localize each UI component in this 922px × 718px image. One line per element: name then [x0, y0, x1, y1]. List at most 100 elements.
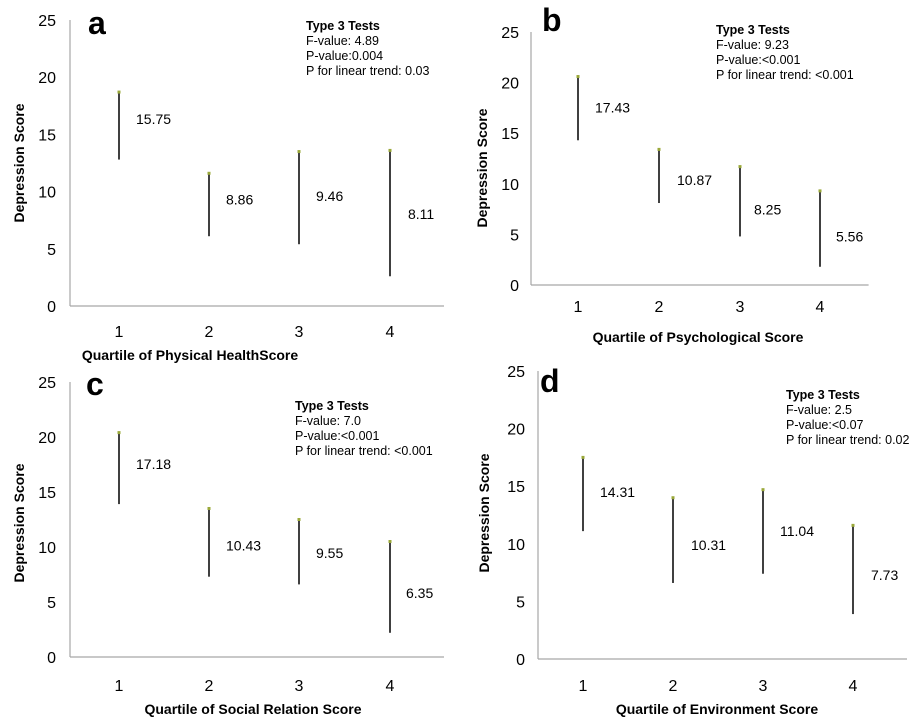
x-tick-label: 1 — [115, 324, 124, 341]
x-tick-label: 4 — [816, 299, 825, 316]
x-axis-title: Quartile of Environment Score — [616, 701, 818, 717]
high-marker — [388, 540, 392, 543]
high-marker — [851, 523, 855, 527]
y-axis-title: Depression Score — [476, 453, 492, 572]
annotation-line: P-value:0.004 — [306, 49, 383, 63]
value-label: 15.75 — [136, 111, 171, 127]
y-tick-label: 10 — [507, 537, 525, 554]
value-label: 10.31 — [691, 537, 726, 553]
high-marker — [297, 150, 301, 154]
y-tick-label: 5 — [47, 242, 56, 259]
y-tick-label: 10 — [501, 177, 519, 194]
x-tick-label: 3 — [295, 678, 304, 695]
value-label: 17.43 — [595, 100, 630, 116]
high-marker — [581, 455, 585, 459]
annotation-line: F-value: 7.0 — [295, 414, 361, 428]
x-tick-label: 4 — [386, 324, 395, 341]
high-marker — [297, 518, 301, 521]
y-tick-label: 15 — [38, 127, 56, 144]
y-tick-label: 20 — [507, 422, 525, 439]
y-tick-label: 0 — [516, 652, 525, 669]
high-marker — [761, 488, 765, 492]
y-tick-label: 10 — [38, 540, 56, 557]
y-tick-label: 25 — [38, 13, 56, 30]
high-marker — [818, 189, 822, 193]
y-tick-label: 20 — [501, 76, 519, 93]
y-tick-label: 20 — [38, 70, 56, 87]
x-tick-label: 3 — [736, 299, 745, 316]
annotation-line: P for linear trend: <0.001 — [295, 444, 433, 458]
annotation-title: Type 3 Tests — [716, 23, 790, 37]
y-axis-title: Depression Score — [11, 103, 27, 222]
y-tick-label: 0 — [47, 650, 56, 667]
panel-letter: d — [540, 363, 560, 399]
annotation-line: P for linear trend: <0.001 — [716, 68, 854, 82]
x-tick-label: 2 — [669, 678, 678, 695]
y-tick-label: 15 — [38, 485, 56, 502]
high-marker — [117, 431, 121, 435]
x-tick-label: 4 — [386, 678, 395, 695]
y-tick-label: 25 — [507, 364, 525, 381]
annotation-line: F-value: 2.5 — [786, 403, 852, 417]
value-label: 6.35 — [406, 585, 433, 601]
value-label: 8.11 — [408, 206, 434, 222]
x-tick-label: 2 — [205, 324, 214, 341]
annotation-line: F-value: 9.23 — [716, 38, 789, 52]
annotation-line: P-value:<0.001 — [716, 53, 800, 67]
y-tick-label: 0 — [510, 278, 519, 295]
annotation-line: P-value:<0.001 — [295, 429, 379, 443]
high-marker — [117, 90, 121, 94]
annotation-title: Type 3 Tests — [786, 388, 860, 402]
y-tick-label: 15 — [507, 479, 525, 496]
value-label: 17.18 — [136, 456, 171, 472]
x-tick-label: 3 — [295, 324, 304, 341]
value-label: 10.87 — [677, 172, 712, 188]
y-tick-label: 10 — [38, 185, 56, 202]
y-tick-label: 5 — [47, 595, 56, 612]
x-tick-label: 1 — [574, 299, 583, 316]
panel-b: 0 5 10 15 20 25 1 2 3 4 17.43 10.87 8.25 5.56 Quartile… — [474, 2, 869, 345]
annotation-title: Type 3 Tests — [295, 399, 369, 413]
high-marker — [671, 496, 675, 500]
annotation-line: P for linear trend: 0.03 — [306, 64, 430, 78]
panel-d: 0 5 10 15 20 25 1 2 3 4 14.31 10.31 11.04 7.73 Quartil… — [476, 363, 910, 717]
high-marker — [207, 507, 211, 510]
x-tick-label: 1 — [115, 678, 124, 695]
annotation-line: P-value:<0.07 — [786, 418, 864, 432]
value-label: 14.31 — [600, 484, 635, 500]
value-label: 8.25 — [754, 202, 781, 218]
x-tick-label: 3 — [759, 678, 768, 695]
value-label: 8.86 — [226, 192, 253, 208]
y-tick-label: 5 — [516, 594, 525, 611]
value-label: 9.46 — [316, 188, 343, 204]
panel-letter: b — [542, 2, 562, 38]
y-tick-label: 5 — [510, 227, 519, 244]
annotation-title: Type 3 Tests — [306, 19, 380, 33]
high-marker — [207, 171, 211, 175]
panel-c: 0 5 10 15 20 25 1 2 3 4 17.18 10.43 9.55 6.35 Quartile… — [11, 366, 444, 717]
x-tick-label: 2 — [205, 678, 214, 695]
annotation-line: P for linear trend: 0.02 — [786, 433, 910, 447]
high-marker — [576, 75, 580, 79]
x-axis-title: Quartile of Social Relation Score — [144, 701, 361, 717]
panel-a: 0 5 10 15 20 25 1 2 3 4 15.75 8.86 9.46 8.11 Quartile … — [11, 5, 444, 363]
y-axis-title: Depression Score — [474, 108, 490, 227]
y-tick-label: 15 — [501, 126, 519, 143]
y-tick-label: 25 — [38, 375, 56, 392]
high-marker — [657, 147, 661, 151]
value-label: 9.55 — [316, 545, 343, 561]
x-tick-label: 2 — [655, 299, 664, 316]
value-label: 7.73 — [871, 567, 898, 583]
high-marker — [388, 148, 392, 152]
high-marker — [738, 165, 742, 169]
x-tick-label: 4 — [849, 678, 858, 695]
y-tick-label: 0 — [47, 299, 56, 316]
y-tick-label: 25 — [501, 25, 519, 42]
value-label: 5.56 — [836, 229, 863, 245]
y-tick-label: 20 — [38, 430, 56, 447]
y-axis-title: Depression Score — [11, 463, 27, 582]
panel-letter: c — [86, 366, 104, 402]
value-label: 11.04 — [780, 523, 814, 539]
value-label: 10.43 — [226, 537, 261, 553]
